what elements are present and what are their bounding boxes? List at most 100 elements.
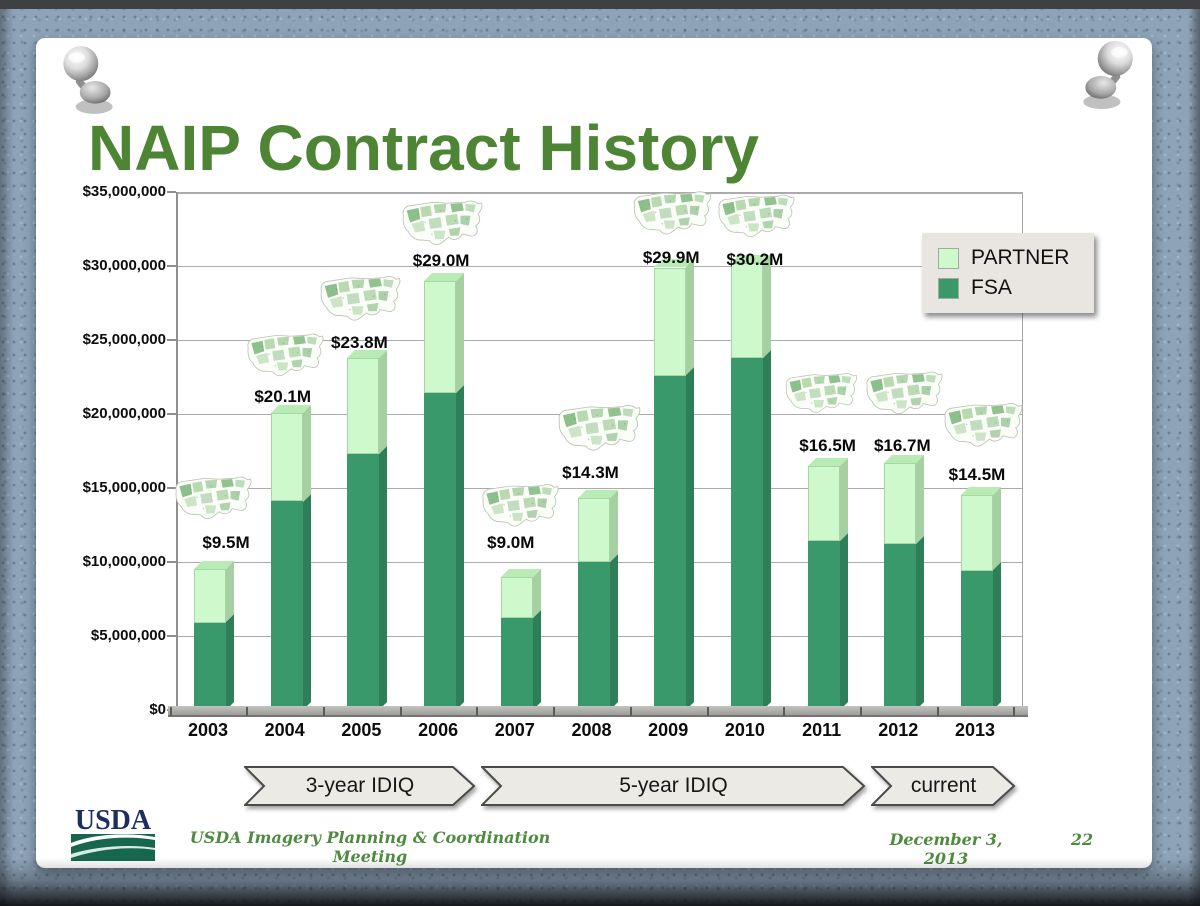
bar-2010 [730,255,771,710]
bar-side-face [762,255,771,710]
x-axis-label-2006: 2006 [418,720,459,740]
bar-side-face [226,561,234,710]
y-axis-label: $30,000,000 [82,257,166,274]
bar-2006 [424,272,465,710]
usda-logo: USDA [71,804,155,861]
x-axis-label-2008: 2008 [571,720,612,740]
bar-side-face [456,272,465,710]
bar-side-fsa [762,349,771,710]
us-map-thumbnail-2007 [480,480,560,533]
bar-side-fsa [226,614,234,710]
bar-side-partner [916,454,925,545]
bar-side-partner [762,255,771,358]
bar-2006-fsa-segment [424,393,457,710]
x-axis-label-2013: 2013 [954,720,996,740]
bar-side-face [532,568,541,710]
bar-2013-fsa-segment [961,570,993,710]
bar-side-fsa [609,554,618,710]
legend-item-fsa: FSA [938,273,1094,303]
bar-front-face [884,462,917,710]
top-border-band [0,0,1200,9]
bar-value-label-2011: $16.5M [799,435,856,455]
bar-side-fsa [686,367,695,710]
bar-side-partner [456,272,465,394]
slide-canvas [36,38,1152,868]
bar-side-partner [993,487,1001,571]
bar-side-face [609,490,618,710]
bar-side-face [993,487,1001,710]
bar-2003 [194,561,234,710]
bar-side-partner [609,490,618,562]
bar-value-label-2009: $29.9M [642,248,700,268]
bar-side-partner [686,259,695,376]
x-axis-tick [169,707,172,716]
bar-side-fsa [379,445,388,710]
bar-side-fsa [456,385,465,710]
bar-front-face [807,465,840,710]
chart-legend: PARTNER FSA [922,233,1094,313]
bar-value-label-2013: $14.5M [948,465,1006,485]
bar-2011-fsa-segment [807,541,840,710]
bar-value-label-2007: $9.0M [487,532,535,552]
x-axis-label-2003: 2003 [187,720,229,740]
page-title: NAIP Contract History [88,112,759,184]
bar-front-face [424,280,457,710]
us-map-thumbnail-2013 [942,396,1024,456]
bar-2008-fsa-segment [577,562,610,710]
y-axis-tick [167,635,176,637]
bar-2009-fsa-segment [654,375,687,710]
x-axis-tick [399,707,402,716]
y-axis-tick [167,265,176,267]
bar-side-fsa [993,562,1001,710]
bar-side-partner [302,404,311,502]
us-map-thumbnail-2009 [630,188,714,240]
bar-2011-partner-segment [807,465,840,542]
y-axis-tick [167,191,176,193]
x-axis-tick [629,707,632,716]
bar-side-fsa [839,533,848,710]
usda-logo-text: USDA [75,805,152,836]
timeline-banner-label: current [910,774,977,797]
bar-side-fsa [302,493,311,710]
y-axis-label: $0 [149,701,166,718]
x-axis-label-2004: 2004 [264,720,305,740]
timeline-banner-label: 3-year IDIQ [305,774,415,797]
legend-label: PARTNER [971,246,1070,269]
x-axis-label-2010: 2010 [724,720,765,740]
x-axis-tick [553,707,556,716]
y-axis-label: $25,000,000 [82,331,166,348]
bar-front-face [961,495,993,710]
timeline-banner-label: 5-year IDIQ [619,774,728,797]
pushpin-icon [1074,36,1140,114]
bar-side-face [379,349,388,710]
bar-side-fsa [532,610,541,710]
x-axis-tick [323,707,326,716]
bar-side-face [686,259,695,710]
bar-2012-partner-segment [884,462,917,545]
x-axis-label-2012: 2012 [878,720,919,740]
chart-plot-area [176,192,1023,710]
bar-2011 [807,457,848,710]
bar-front-face [194,569,226,710]
bar-2007-fsa-segment [500,618,533,710]
bar-2005-partner-segment [347,357,380,454]
legend-swatch-fsa [938,277,959,299]
bar-side-partner [379,349,388,454]
y-axis-label: $35,000,000 [82,183,166,200]
bar-2012-fsa-segment [884,544,917,710]
x-axis-label-2009: 2009 [648,720,689,740]
y-axis-tick [167,561,176,563]
bar-value-label-2012: $16.7M [873,435,931,455]
bar-2004-partner-segment [270,412,303,502]
bar-front-face [730,263,763,710]
bar-front-face [270,412,303,710]
bar-2009 [654,259,695,710]
legend-swatch-partner [938,247,959,269]
x-axis-tick [1013,707,1016,716]
x-axis-label-2007: 2007 [494,720,535,740]
bar-value-label-2005: $23.8M [331,332,388,352]
bar-2008-partner-segment [577,498,610,562]
bar-front-face [577,498,610,710]
bar-value-label-2003: $9.5M [202,533,250,553]
